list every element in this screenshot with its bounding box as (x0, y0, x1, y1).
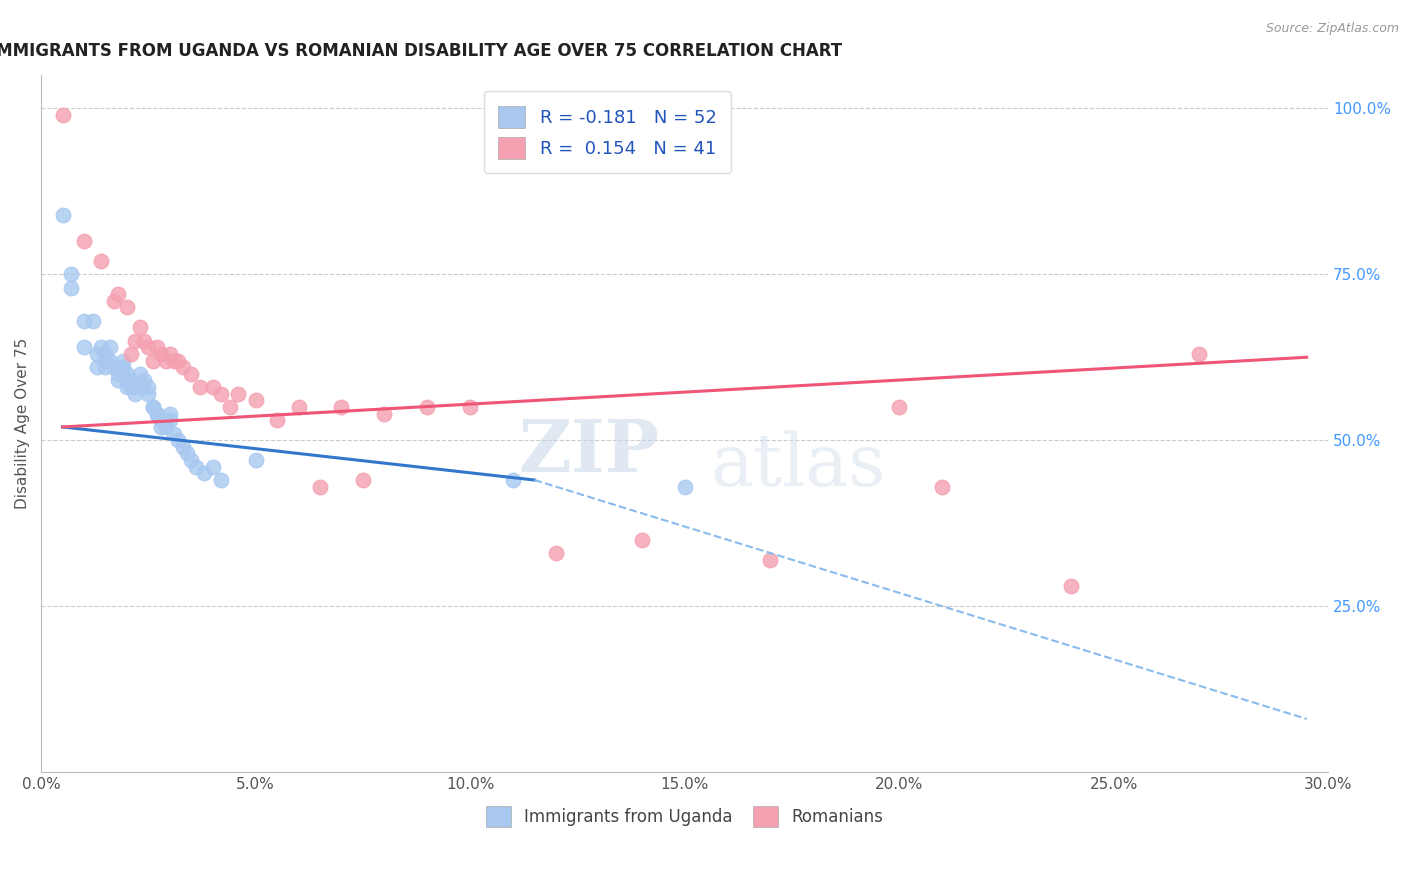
Point (115, 380, 138, 394)
Point (98, 340, 121, 354)
Point (416, 400, 439, 414)
Point (159, 347, 181, 361)
Point (193, 467, 215, 481)
Point (373, 407, 395, 421)
Point (163, 353, 186, 368)
Text: ZIP: ZIP (517, 416, 659, 487)
Point (150, 420, 173, 434)
Point (138, 386, 160, 401)
Text: atlas: atlas (710, 430, 886, 500)
Point (73, 340, 96, 354)
Point (167, 353, 190, 368)
Point (51, 108, 73, 122)
Point (180, 453, 202, 467)
Point (124, 380, 146, 394)
Point (228, 386, 250, 401)
Point (209, 473, 232, 487)
Point (245, 453, 267, 467)
Point (1060, 579, 1083, 593)
Point (159, 407, 181, 421)
Point (115, 374, 138, 388)
Point (107, 374, 129, 388)
Point (60, 280, 83, 294)
Point (90, 340, 112, 354)
Point (142, 353, 165, 368)
Point (60, 268, 83, 282)
Point (132, 334, 155, 348)
Point (155, 420, 177, 434)
Text: Source: ZipAtlas.com: Source: ZipAtlas.com (1265, 22, 1399, 36)
Y-axis label: Disability Age Over 75: Disability Age Over 75 (15, 338, 30, 509)
Point (176, 446, 198, 460)
Point (330, 400, 353, 414)
Point (150, 413, 173, 427)
Point (124, 334, 146, 348)
Point (86, 347, 108, 361)
Point (630, 533, 652, 547)
Point (266, 413, 288, 427)
Point (146, 407, 169, 421)
Point (111, 353, 134, 368)
Point (120, 374, 142, 388)
Point (759, 552, 782, 566)
Point (502, 473, 524, 487)
Point (458, 400, 481, 414)
Point (172, 360, 194, 375)
Point (245, 393, 267, 408)
Point (887, 400, 910, 414)
Point (107, 287, 129, 301)
Point (111, 360, 134, 375)
Point (159, 413, 181, 427)
Point (146, 340, 169, 354)
Point (51, 208, 73, 222)
Point (155, 353, 177, 368)
Point (287, 400, 309, 414)
Point (673, 480, 696, 494)
Point (128, 367, 150, 381)
Point (73, 314, 96, 328)
Point (132, 374, 155, 388)
Point (128, 320, 150, 334)
Point (209, 386, 232, 401)
Point (120, 347, 142, 361)
Point (82, 314, 104, 328)
Point (107, 367, 129, 381)
Point (180, 367, 202, 381)
Point (167, 434, 190, 448)
Point (150, 347, 173, 361)
Point (94, 360, 117, 375)
Point (94, 347, 117, 361)
Point (352, 473, 374, 487)
Text: IMMIGRANTS FROM UGANDA VS ROMANIAN DISABILITY AGE OVER 75 CORRELATION CHART: IMMIGRANTS FROM UGANDA VS ROMANIAN DISAB… (0, 42, 842, 60)
Point (115, 367, 138, 381)
Point (163, 426, 186, 441)
Point (1188, 347, 1211, 361)
Point (98, 353, 121, 368)
Point (544, 546, 567, 560)
Point (120, 380, 142, 394)
Point (94, 353, 117, 368)
Point (201, 380, 224, 394)
Point (142, 400, 165, 414)
Point (188, 380, 211, 394)
Point (155, 413, 177, 427)
Point (90, 254, 112, 268)
Point (146, 407, 169, 421)
Legend: Immigrants from Uganda, Romanians: Immigrants from Uganda, Romanians (479, 800, 890, 833)
Point (73, 234, 96, 248)
Point (218, 400, 240, 414)
Point (138, 340, 160, 354)
Point (115, 301, 138, 315)
Point (86, 360, 108, 375)
Point (309, 480, 332, 494)
Point (103, 293, 125, 308)
Point (138, 380, 160, 394)
Point (931, 480, 953, 494)
Point (124, 386, 146, 401)
Point (184, 459, 207, 474)
Point (201, 459, 224, 474)
Point (172, 440, 194, 454)
Point (142, 400, 165, 414)
Point (103, 360, 125, 375)
